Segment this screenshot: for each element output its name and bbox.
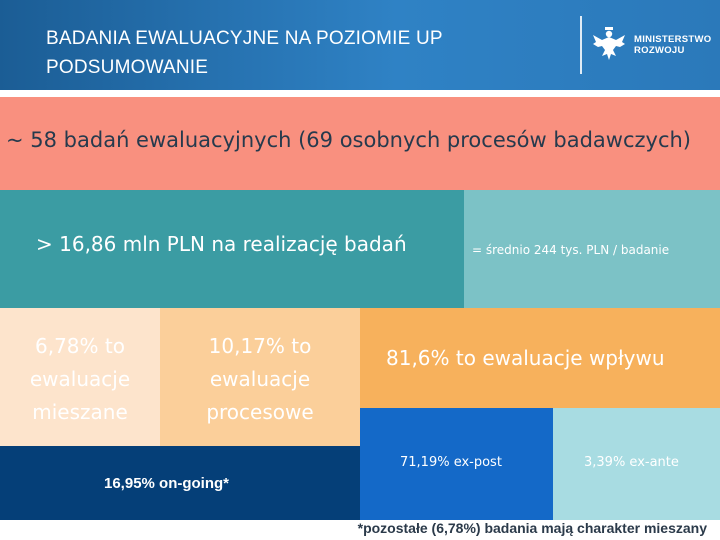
mixed-evaluations-text: 6,78% to ewaluacje mieszane bbox=[0, 330, 160, 429]
process-line1: 10,17% to bbox=[208, 334, 312, 358]
process-line3: procesowe bbox=[206, 400, 314, 424]
ministry-logo-line2: ROZWOJU bbox=[634, 45, 685, 56]
impact-evaluations-band: 81,6% to ewaluacje wpływu bbox=[360, 308, 720, 408]
slide-title: BADANIA EWALUACYJNE NA POZIOMIE UP PODSU… bbox=[46, 24, 566, 82]
average-band: = średnio 244 tys. PLN / badanie bbox=[464, 190, 720, 308]
ministry-logo-line1: MINISTERSTWO bbox=[634, 34, 712, 45]
slide-title-line1: BADANIA EWALUACYJNE NA POZIOMIE UP bbox=[46, 28, 443, 49]
slide-title-line2: PODSUMOWANIE bbox=[46, 57, 209, 78]
budget-text: > 16,86 mln PLN na realizację badań bbox=[36, 232, 407, 256]
exante-text: 3,39% ex-ante bbox=[584, 455, 679, 470]
ongoing-text: 16,95% on-going* bbox=[104, 475, 230, 492]
mixed-line3: mieszane bbox=[32, 400, 128, 424]
budget-band: > 16,86 mln PLN na realizację badań bbox=[0, 190, 464, 308]
mixed-line2: ewaluacje bbox=[29, 367, 131, 391]
slide-header: BADANIA EWALUACYJNE NA POZIOMIE UP PODSU… bbox=[0, 0, 720, 90]
impact-evaluations-text: 81,6% to ewaluacje wpływu bbox=[386, 346, 665, 370]
footnote: *pozostałe (6,78%) badania mają charakte… bbox=[357, 520, 707, 536]
exante-box: 3,39% ex-ante bbox=[553, 408, 720, 520]
process-evaluations-box: 10,17% to ewaluacje procesowe bbox=[160, 308, 360, 446]
eagle-emblem-icon bbox=[593, 27, 625, 60]
ministry-logo-text: MINISTERSTWO ROZWOJU bbox=[634, 34, 712, 56]
total-studies-text: ~ 58 badań ewaluacyjnych (69 osobnych pr… bbox=[6, 128, 692, 152]
ongoing-band: 16,95% on-going* bbox=[0, 446, 360, 520]
header-divider bbox=[580, 16, 582, 74]
mixed-evaluations-box: 6,78% to ewaluacje mieszane bbox=[0, 308, 160, 446]
expost-text: 71,19% ex-post bbox=[400, 455, 502, 470]
total-studies-band: ~ 58 badań ewaluacyjnych (69 osobnych pr… bbox=[0, 97, 720, 190]
average-text: = średnio 244 tys. PLN / badanie bbox=[472, 243, 670, 257]
process-line2: ewaluacje bbox=[209, 367, 311, 391]
process-evaluations-text: 10,17% to ewaluacje procesowe bbox=[160, 330, 360, 429]
mixed-line1: 6,78% to bbox=[35, 334, 125, 358]
expost-box: 71,19% ex-post bbox=[360, 408, 553, 520]
